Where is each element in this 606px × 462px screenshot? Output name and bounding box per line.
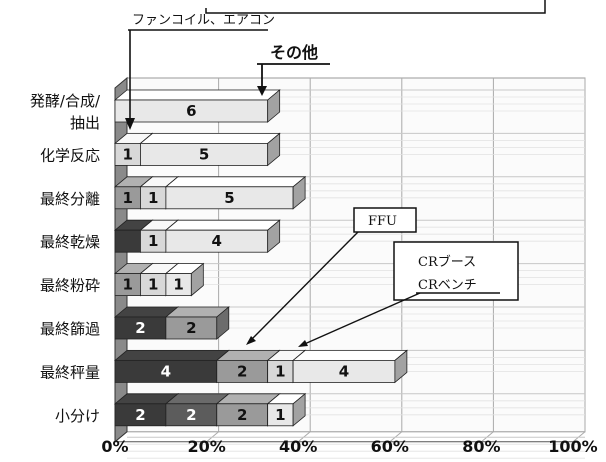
x-tick-label: 100% [548, 437, 597, 456]
category-label: 最終篩過 [40, 320, 100, 338]
bar-segment: 2 [113, 392, 179, 427]
annotation-other-arrow [257, 86, 267, 96]
bar-value-label: 5 [199, 145, 209, 163]
bar-segment: 1 [164, 262, 205, 297]
bar-value-label: 1 [148, 276, 158, 294]
annotation-cr-booth: CRブース [418, 254, 476, 270]
x-tick-label: 80% [462, 437, 500, 456]
bars: 61 51 1 51 41 1 12 24 2 1 42 2 2 1 [113, 89, 408, 427]
bar-value-label: 2 [135, 406, 145, 424]
bar-value-label: 1 [123, 276, 133, 294]
bar-value-label: 5 [224, 189, 234, 207]
bar-value-label: 4 [161, 362, 171, 380]
category-label: 化学反応 [40, 146, 100, 164]
category-label: 最終乾燥 [40, 233, 100, 251]
bar-value-label: 1 [123, 189, 133, 207]
bar-value-label: 1 [148, 189, 158, 207]
bar-segment: 4 [292, 349, 408, 384]
bar-segment: 1 [266, 392, 307, 427]
annotation-ffu: FFU [368, 214, 397, 229]
bar-value-label: 4 [212, 232, 222, 250]
x-tick-label: 20% [187, 437, 225, 456]
bar-value-label: 2 [237, 362, 247, 380]
bar-value-label: 1 [275, 406, 285, 424]
annotation-ffu-arrow [246, 336, 256, 345]
bar-value-label: 6 [186, 102, 196, 120]
bar-segment: 5 [164, 175, 307, 210]
x-tick-label: 60% [371, 437, 409, 456]
bar-segment: 4 [164, 219, 281, 254]
category-label: 抽出 [70, 114, 100, 132]
bar-value-label: 1 [173, 276, 183, 294]
x-tick-labels: 0% 20% 40% 60% 80% 100% [101, 437, 597, 456]
bar-segment: 6 [113, 89, 281, 123]
top-frame-line [205, 0, 546, 14]
bar-segment: 4 [113, 349, 230, 384]
annotation-ffu-leader [247, 231, 359, 344]
category-label: 最終分離 [40, 190, 100, 208]
annotation-cr-leader [299, 292, 421, 347]
annotation-fancoil-arrow [125, 118, 135, 130]
bar-segment: 5 [139, 132, 281, 167]
annotation-cr-arrow [298, 340, 308, 347]
x-tick-label: 40% [279, 437, 317, 456]
bar-value-label: 4 [339, 362, 349, 380]
annotations: ファンコイル、エアコン その他 FFU CRブース CRベンチ [125, 0, 546, 347]
bar-value-label: 2 [186, 406, 196, 424]
side-wall [114, 76, 128, 443]
bar-value-label: 1 [148, 232, 158, 250]
bar-value-label: 2 [186, 319, 196, 337]
annotation-fancoil-leader [128, 29, 268, 120]
annotation-ffu-box [353, 207, 417, 233]
category-label: 最終秤量 [40, 363, 100, 381]
category-label: 最終粉砕 [40, 277, 100, 295]
bar-value-label: 2 [237, 406, 247, 424]
annotation-cr-box [393, 241, 519, 301]
bar-value-label: 2 [135, 319, 145, 337]
category-label: 発酵/合成/ [30, 92, 101, 110]
annotation-fancoil: ファンコイル、エアコン [132, 13, 275, 28]
bar-value-label: 1 [275, 362, 285, 380]
annotation-other: その他 [270, 43, 318, 62]
category-label: 小分け [55, 407, 100, 425]
x-tick-label: 0% [101, 437, 128, 456]
bar-segment: 2 [164, 306, 230, 340]
annotation-cr-bench: CRベンチ [418, 278, 477, 293]
bar-value-label: 1 [123, 145, 133, 163]
